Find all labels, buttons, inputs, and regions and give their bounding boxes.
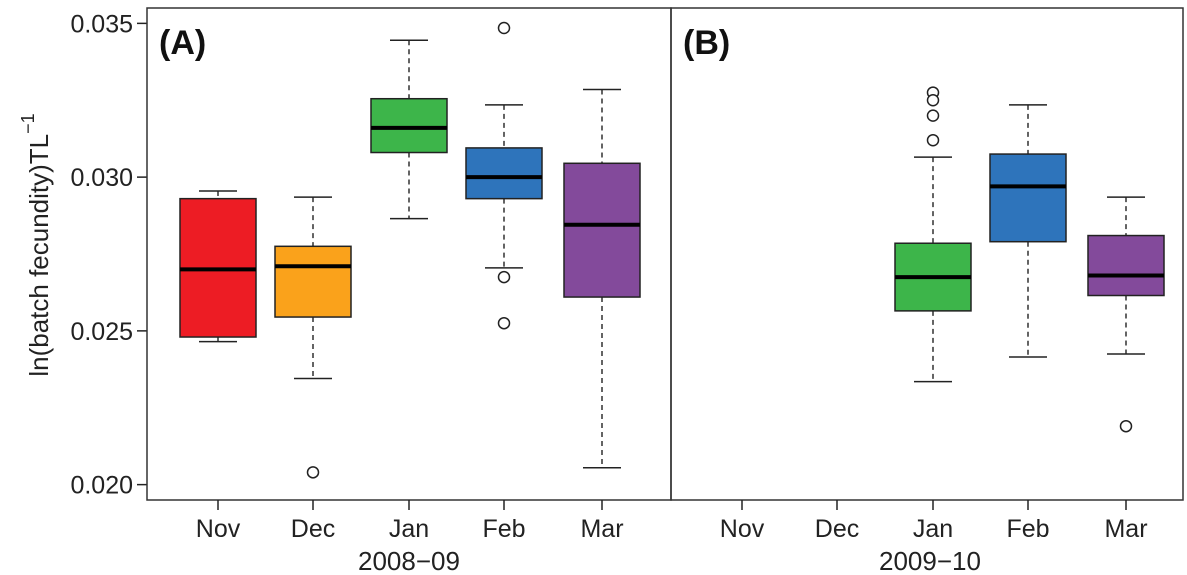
- y-axis-title-superscript: −1: [18, 113, 38, 134]
- y-tick-label-3: 0.035: [70, 10, 133, 38]
- box-rect: [465, 147, 543, 200]
- x-axis-title: 2009−10: [879, 546, 981, 575]
- x-tick-label-mar: Mar: [1104, 515, 1147, 543]
- box-feb: [989, 104, 1067, 358]
- x-tick-label-jan: Jan: [913, 515, 953, 543]
- panel-label: (B): [683, 24, 730, 62]
- y-axis: 0.020 0.025 0.030 0.035: [70, 10, 147, 500]
- outlier-point-0: [497, 21, 511, 35]
- y-tick-label-2: 0.030: [70, 164, 133, 192]
- panel-a: (A) Nov Dec Jan Feb Mar 2008−09: [146, 7, 672, 575]
- box-nov: [179, 190, 257, 343]
- y-tick-label-1: 0.025: [70, 318, 133, 346]
- box-rect: [1087, 234, 1165, 297]
- box-jan: [894, 86, 972, 383]
- outlier-point-3: [926, 133, 940, 147]
- outlier-point-2: [497, 316, 511, 330]
- x-tick-label-nov: Nov: [196, 515, 241, 543]
- outlier-point-2: [926, 109, 940, 122]
- x-axis-title: 2008−09: [358, 546, 460, 575]
- x-tick-label-jan: Jan: [389, 515, 429, 543]
- box-jan: [370, 39, 448, 220]
- panel-b: (B) Nov Dec Jan Feb Mar 2009−10: [670, 7, 1184, 575]
- x-tick-label-dec: Dec: [291, 515, 335, 543]
- y-tick-label-0: 0.020: [70, 472, 133, 500]
- panel-label: (A): [159, 24, 206, 62]
- panel-frame: [670, 7, 1184, 501]
- outlier-point-1: [926, 94, 940, 107]
- box-mar: [1087, 196, 1165, 433]
- y-axis-title-main: ln(batch fecundity)TL: [24, 134, 54, 377]
- outlier-point-0: [306, 466, 320, 479]
- x-tick-label-dec: Dec: [815, 515, 859, 543]
- box-dec: [274, 196, 352, 479]
- box-feb: [465, 21, 543, 330]
- x-tick-label-mar: Mar: [580, 515, 623, 543]
- box-rect: [989, 153, 1067, 243]
- y-axis-title: ln(batch fecundity)TL−1: [18, 113, 54, 376]
- box-rect: [563, 162, 641, 298]
- x-tick-label-feb: Feb: [1006, 515, 1049, 543]
- outlier-point-1: [497, 270, 511, 284]
- box-rect: [370, 97, 448, 154]
- box-mar: [563, 88, 641, 469]
- outlier-point-0: [1119, 419, 1133, 433]
- x-tick-label-feb: Feb: [482, 515, 525, 543]
- box-rect: [274, 245, 352, 318]
- x-tick-label-nov: Nov: [720, 515, 765, 543]
